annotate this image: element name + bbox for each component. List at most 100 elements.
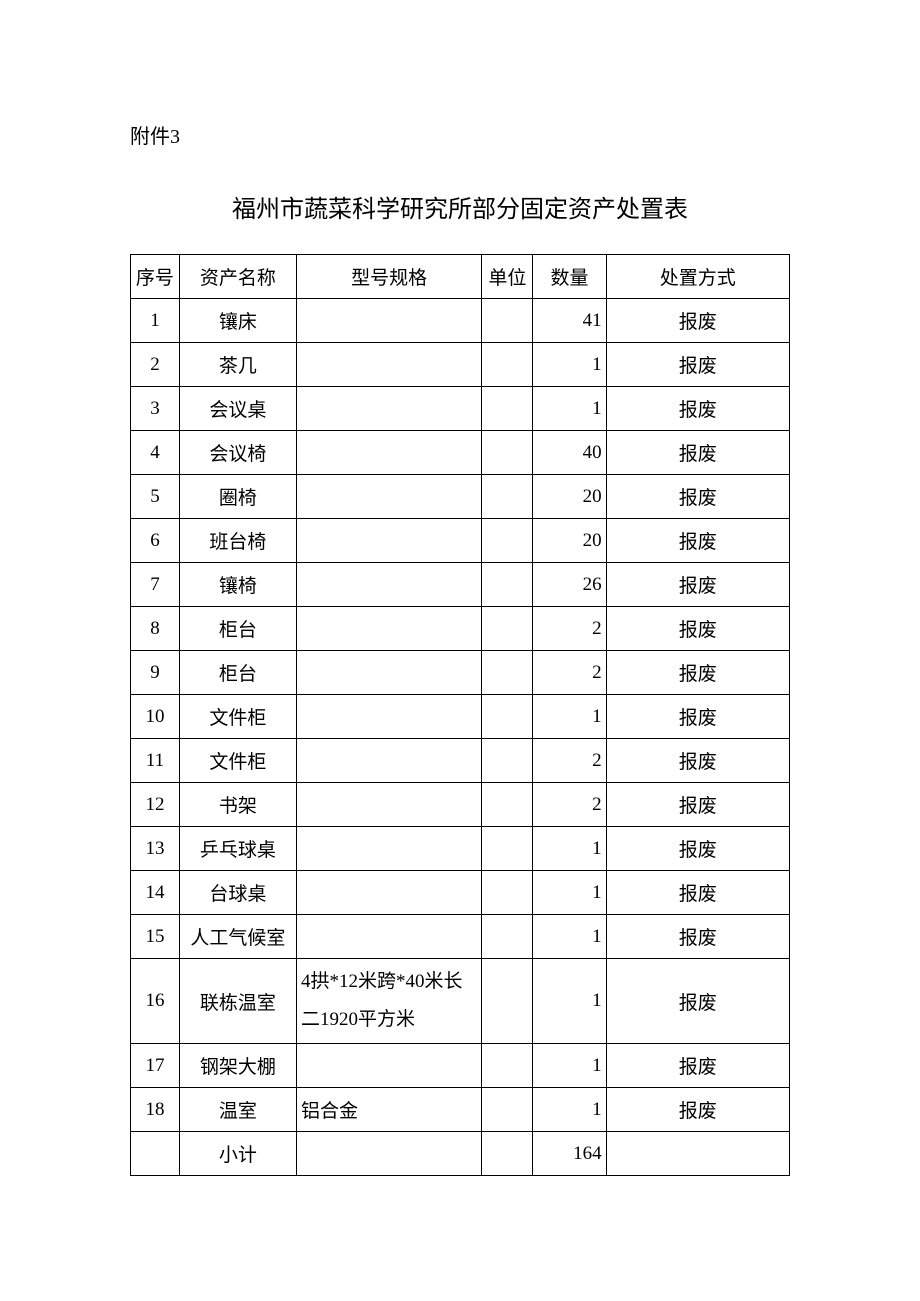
cell-spec — [297, 519, 482, 563]
cell-disp: 报废 — [606, 915, 789, 959]
cell-seq: 4 — [131, 431, 180, 475]
cell-name: 会议椅 — [179, 431, 296, 475]
cell-seq: 6 — [131, 519, 180, 563]
col-header-name: 资产名称 — [179, 255, 296, 299]
cell-unit — [482, 739, 533, 783]
cell-name: 小计 — [179, 1132, 296, 1176]
cell-disp: 报废 — [606, 299, 789, 343]
cell-disp: 报废 — [606, 871, 789, 915]
cell-qty: 1 — [533, 387, 606, 431]
cell-unit — [482, 651, 533, 695]
cell-seq: 13 — [131, 827, 180, 871]
cell-spec: 4拱*12米跨*40米长二1920平方米 — [297, 959, 482, 1044]
cell-qty: 2 — [533, 739, 606, 783]
cell-unit — [482, 343, 533, 387]
cell-disp: 报废 — [606, 387, 789, 431]
cell-name: 钢架大棚 — [179, 1044, 296, 1088]
cell-seq: 5 — [131, 475, 180, 519]
cell-spec — [297, 343, 482, 387]
cell-name: 文件柜 — [179, 739, 296, 783]
cell-spec — [297, 563, 482, 607]
table-row: 6班台椅20报废 — [131, 519, 790, 563]
cell-qty: 1 — [533, 343, 606, 387]
cell-spec — [297, 695, 482, 739]
cell-unit — [482, 695, 533, 739]
cell-name: 班台椅 — [179, 519, 296, 563]
cell-unit — [482, 607, 533, 651]
cell-unit — [482, 1044, 533, 1088]
table-row: 17钢架大棚1报废 — [131, 1044, 790, 1088]
col-header-qty: 数量 — [533, 255, 606, 299]
cell-qty: 1 — [533, 915, 606, 959]
table-row: 15人工气候室1报废 — [131, 915, 790, 959]
cell-name: 书架 — [179, 783, 296, 827]
cell-disp: 报废 — [606, 343, 789, 387]
cell-qty: 20 — [533, 475, 606, 519]
cell-spec — [297, 739, 482, 783]
table-row: 8柜台2报废 — [131, 607, 790, 651]
cell-qty: 1 — [533, 695, 606, 739]
cell-seq — [131, 1132, 180, 1176]
cell-qty: 26 — [533, 563, 606, 607]
cell-spec — [297, 299, 482, 343]
cell-name: 联栋温室 — [179, 959, 296, 1044]
cell-seq: 17 — [131, 1044, 180, 1088]
cell-disp: 报废 — [606, 1044, 789, 1088]
cell-spec — [297, 607, 482, 651]
cell-spec — [297, 783, 482, 827]
cell-seq: 8 — [131, 607, 180, 651]
table-row: 小计 164 — [131, 1132, 790, 1176]
cell-disp: 报废 — [606, 739, 789, 783]
table-row: 16联栋温室4拱*12米跨*40米长二1920平方米1报废 — [131, 959, 790, 1044]
cell-unit — [482, 519, 533, 563]
cell-seq: 16 — [131, 959, 180, 1044]
cell-name: 文件柜 — [179, 695, 296, 739]
table-row: 5圈椅20报废 — [131, 475, 790, 519]
cell-seq: 10 — [131, 695, 180, 739]
cell-qty: 1 — [533, 827, 606, 871]
cell-seq: 14 — [131, 871, 180, 915]
cell-name: 温室 — [179, 1088, 296, 1132]
cell-unit — [482, 475, 533, 519]
cell-unit — [482, 1132, 533, 1176]
table-row: 9柜台 2报废 — [131, 651, 790, 695]
cell-name: 镶床 — [179, 299, 296, 343]
table-row: 14台球桌1报废 — [131, 871, 790, 915]
cell-qty: 2 — [533, 783, 606, 827]
cell-name: 柜台 — [179, 607, 296, 651]
cell-seq: 9 — [131, 651, 180, 695]
cell-name: 乒乓球桌 — [179, 827, 296, 871]
cell-seq: 3 — [131, 387, 180, 431]
cell-disp: 报废 — [606, 827, 789, 871]
cell-spec — [297, 387, 482, 431]
cell-seq: 2 — [131, 343, 180, 387]
table-row: 18温室铝合金1报废 — [131, 1088, 790, 1132]
cell-spec — [297, 1132, 482, 1176]
table-row: 3会议桌1报废 — [131, 387, 790, 431]
cell-name: 柜台 — [179, 651, 296, 695]
cell-unit — [482, 431, 533, 475]
cell-spec — [297, 1044, 482, 1088]
cell-qty: 20 — [533, 519, 606, 563]
cell-unit — [482, 1088, 533, 1132]
table-row: 2茶几1报废 — [131, 343, 790, 387]
cell-qty: 1 — [533, 871, 606, 915]
cell-qty: 164 — [533, 1132, 606, 1176]
cell-unit — [482, 299, 533, 343]
cell-spec — [297, 871, 482, 915]
cell-disp: 报废 — [606, 783, 789, 827]
cell-disp: 报废 — [606, 959, 789, 1044]
cell-disp: 报废 — [606, 651, 789, 695]
cell-spec — [297, 915, 482, 959]
cell-name: 圈椅 — [179, 475, 296, 519]
cell-spec — [297, 475, 482, 519]
asset-table: 序号 资产名称 型号规格 单位 数量 处置方式 1镶床41报废2茶几1报废3会议… — [130, 254, 790, 1176]
page-title: 福州市蔬菜科学研究所部分固定资产处置表 — [130, 189, 790, 224]
cell-qty: 2 — [533, 651, 606, 695]
col-header-spec: 型号规格 — [297, 255, 482, 299]
cell-qty: 2 — [533, 607, 606, 651]
table-row: 1镶床41报废 — [131, 299, 790, 343]
table-row: 11文件柜2报废 — [131, 739, 790, 783]
cell-disp — [606, 1132, 789, 1176]
cell-seq: 15 — [131, 915, 180, 959]
